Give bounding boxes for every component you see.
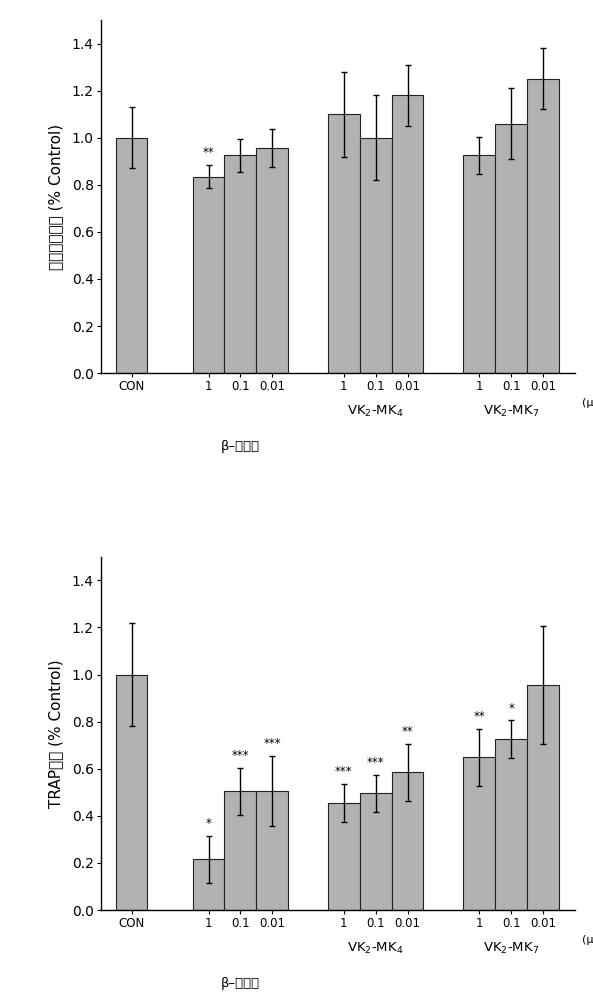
- Text: ***: ***: [335, 765, 353, 778]
- Bar: [463, 757, 495, 910]
- Text: (μmol/L): (μmol/L): [582, 398, 593, 408]
- Y-axis label: 细胞代谢活性 (% Control): 细胞代谢活性 (% Control): [49, 124, 63, 270]
- Text: **: **: [203, 146, 215, 159]
- Text: VK$_2$-MK$_4$: VK$_2$-MK$_4$: [347, 941, 404, 956]
- Bar: [328, 114, 360, 373]
- Text: *: *: [206, 817, 212, 830]
- Bar: [527, 685, 559, 910]
- Bar: [495, 739, 527, 910]
- Bar: [256, 148, 288, 373]
- Bar: [116, 138, 148, 373]
- Text: β–拉帕醉: β–拉帕醉: [221, 440, 260, 453]
- Text: ***: ***: [231, 749, 249, 762]
- Bar: [360, 138, 391, 373]
- Text: VK$_2$-MK$_7$: VK$_2$-MK$_7$: [483, 941, 539, 956]
- Text: VK$_2$-MK$_7$: VK$_2$-MK$_7$: [483, 404, 539, 419]
- Text: **: **: [401, 725, 413, 738]
- Text: **: **: [473, 710, 485, 723]
- Bar: [360, 793, 391, 910]
- Bar: [527, 79, 559, 373]
- Bar: [193, 859, 224, 910]
- Bar: [256, 791, 288, 910]
- Bar: [116, 675, 148, 910]
- Bar: [328, 803, 360, 910]
- Text: *: *: [508, 702, 514, 715]
- Text: (μmol/L): (μmol/L): [582, 935, 593, 945]
- Y-axis label: TRAP活性 (% Control): TRAP活性 (% Control): [49, 659, 63, 808]
- Text: β–拉帕醉: β–拉帕醉: [221, 977, 260, 990]
- Text: ***: ***: [367, 756, 384, 769]
- Bar: [193, 177, 224, 373]
- Bar: [495, 124, 527, 373]
- Bar: [391, 772, 423, 910]
- Text: VK$_2$-MK$_4$: VK$_2$-MK$_4$: [347, 404, 404, 419]
- Bar: [391, 95, 423, 373]
- Text: ***: ***: [263, 737, 281, 750]
- Bar: [463, 155, 495, 373]
- Bar: [224, 791, 256, 910]
- Bar: [224, 155, 256, 373]
